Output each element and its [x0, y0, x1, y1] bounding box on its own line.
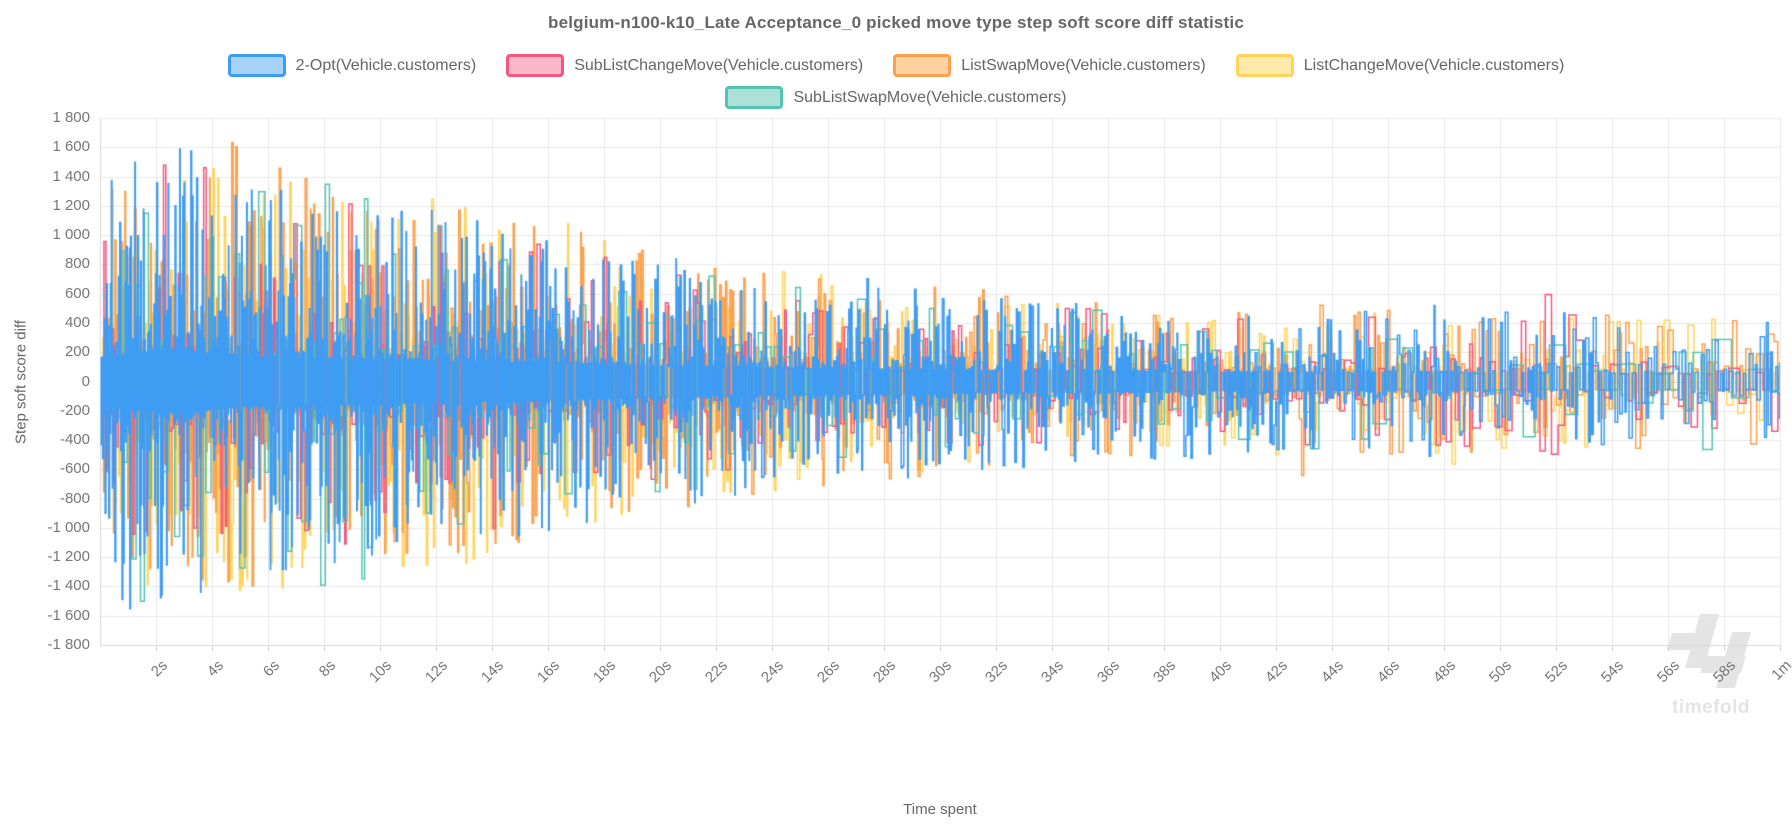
- chart-container: belgium-n100-k10_Late Acceptance_0 picke…: [0, 0, 1792, 832]
- plot-canvas[interactable]: [0, 0, 1792, 832]
